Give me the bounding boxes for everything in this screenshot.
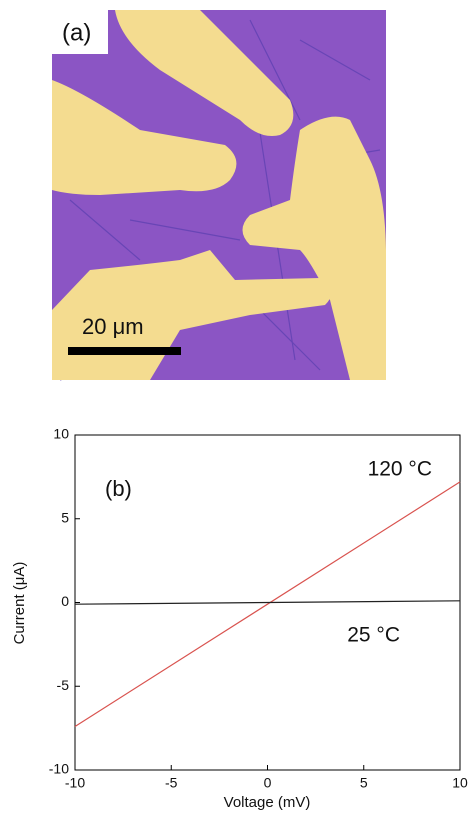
x-tick-label: 0	[264, 775, 272, 791]
series-line	[74, 481, 461, 727]
series-label: 120 °C	[368, 458, 432, 481]
panel-label: (a)	[62, 19, 91, 46]
series-label: 25 °C	[347, 624, 400, 647]
y-tick-label: 0	[61, 593, 69, 609]
x-tick-label: -5	[165, 775, 178, 791]
y-tick-label: -10	[49, 761, 69, 777]
x-axis-label: Voltage (mV)	[224, 794, 311, 811]
y-tick-label: -5	[57, 677, 70, 693]
label-box	[52, 10, 108, 54]
y-axis-label: Current (μA)	[11, 562, 28, 645]
x-tick-label: -10	[65, 775, 85, 791]
micrograph: (a) 20 μm	[52, 10, 386, 381]
x-tick-label: 10	[452, 775, 468, 791]
panel-label: (b)	[105, 476, 132, 501]
series-line	[74, 600, 461, 605]
scale-bar-label: 20 μm	[82, 314, 144, 339]
y-tick-label: 10	[53, 426, 69, 442]
scale-bar	[68, 347, 181, 355]
x-tick-label: 5	[360, 775, 368, 791]
y-tick-label: 5	[61, 509, 69, 525]
